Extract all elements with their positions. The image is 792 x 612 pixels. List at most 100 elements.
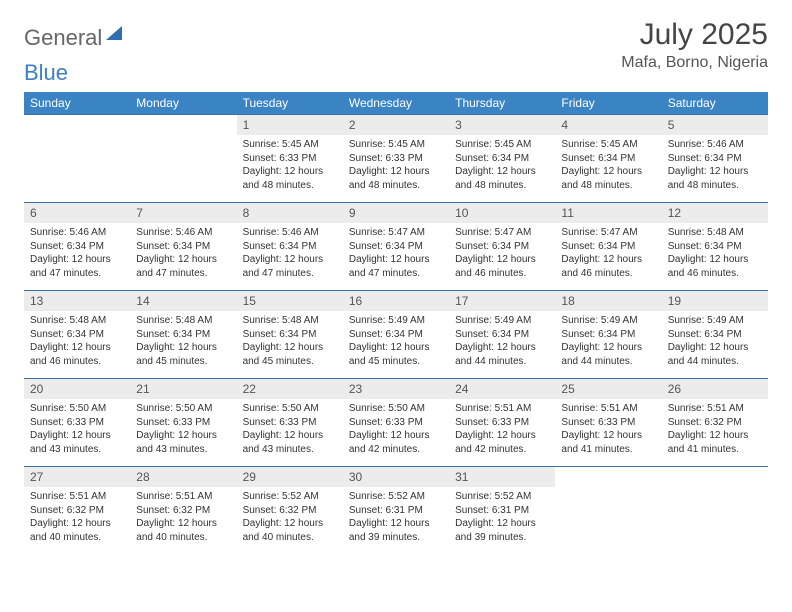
day-details: Sunrise: 5:48 AMSunset: 6:34 PMDaylight:… [237,311,343,372]
day-cell: 5Sunrise: 5:46 AMSunset: 6:34 PMDaylight… [662,115,768,203]
location: Mafa, Borno, Nigeria [621,54,768,72]
day-number: 21 [130,379,236,399]
dayname-friday: Friday [555,92,661,115]
day-number: 19 [662,291,768,311]
day-cell: 24Sunrise: 5:51 AMSunset: 6:33 PMDayligh… [449,379,555,467]
day-details: Sunrise: 5:51 AMSunset: 6:32 PMDaylight:… [662,399,768,460]
day-cell: 26Sunrise: 5:51 AMSunset: 6:32 PMDayligh… [662,379,768,467]
calendar-head: SundayMondayTuesdayWednesdayThursdayFrid… [24,92,768,115]
day-cell: 31Sunrise: 5:52 AMSunset: 6:31 PMDayligh… [449,467,555,555]
logo: General [24,18,124,52]
day-cell: 12Sunrise: 5:48 AMSunset: 6:34 PMDayligh… [662,203,768,291]
day-cell: 2Sunrise: 5:45 AMSunset: 6:33 PMDaylight… [343,115,449,203]
day-details: Sunrise: 5:51 AMSunset: 6:32 PMDaylight:… [24,487,130,548]
day-details: Sunrise: 5:52 AMSunset: 6:32 PMDaylight:… [237,487,343,548]
logo-text-1: General [24,25,102,51]
day-number: 11 [555,203,661,223]
day-details: Sunrise: 5:46 AMSunset: 6:34 PMDaylight:… [237,223,343,284]
day-cell: 28Sunrise: 5:51 AMSunset: 6:32 PMDayligh… [130,467,236,555]
day-number: 3 [449,115,555,135]
day-details: Sunrise: 5:50 AMSunset: 6:33 PMDaylight:… [130,399,236,460]
day-number: 30 [343,467,449,487]
day-number: 22 [237,379,343,399]
day-details: Sunrise: 5:51 AMSunset: 6:33 PMDaylight:… [449,399,555,460]
day-number: 20 [24,379,130,399]
day-details: Sunrise: 5:51 AMSunset: 6:32 PMDaylight:… [130,487,236,548]
day-cell: 13Sunrise: 5:48 AMSunset: 6:34 PMDayligh… [24,291,130,379]
day-number: 9 [343,203,449,223]
day-number: 26 [662,379,768,399]
calendar-row: 1Sunrise: 5:45 AMSunset: 6:33 PMDaylight… [24,115,768,203]
day-details: Sunrise: 5:45 AMSunset: 6:33 PMDaylight:… [343,135,449,196]
day-number: 15 [237,291,343,311]
day-cell: 20Sunrise: 5:50 AMSunset: 6:33 PMDayligh… [24,379,130,467]
day-number: 17 [449,291,555,311]
day-cell: 25Sunrise: 5:51 AMSunset: 6:33 PMDayligh… [555,379,661,467]
day-details: Sunrise: 5:49 AMSunset: 6:34 PMDaylight:… [449,311,555,372]
day-number: 4 [555,115,661,135]
empty-cell [24,115,130,203]
day-cell: 14Sunrise: 5:48 AMSunset: 6:34 PMDayligh… [130,291,236,379]
day-number: 18 [555,291,661,311]
day-cell: 17Sunrise: 5:49 AMSunset: 6:34 PMDayligh… [449,291,555,379]
day-details: Sunrise: 5:46 AMSunset: 6:34 PMDaylight:… [24,223,130,284]
empty-cell [130,115,236,203]
day-details: Sunrise: 5:47 AMSunset: 6:34 PMDaylight:… [449,223,555,284]
logo-text-2: Blue [24,60,68,86]
day-number: 23 [343,379,449,399]
day-cell: 7Sunrise: 5:46 AMSunset: 6:34 PMDaylight… [130,203,236,291]
day-number: 12 [662,203,768,223]
day-number: 13 [24,291,130,311]
day-details: Sunrise: 5:50 AMSunset: 6:33 PMDaylight:… [24,399,130,460]
calendar-row: 13Sunrise: 5:48 AMSunset: 6:34 PMDayligh… [24,291,768,379]
day-details: Sunrise: 5:48 AMSunset: 6:34 PMDaylight:… [662,223,768,284]
day-details: Sunrise: 5:45 AMSunset: 6:34 PMDaylight:… [555,135,661,196]
calendar-row: 27Sunrise: 5:51 AMSunset: 6:32 PMDayligh… [24,467,768,555]
day-details: Sunrise: 5:52 AMSunset: 6:31 PMDaylight:… [343,487,449,548]
day-details: Sunrise: 5:48 AMSunset: 6:34 PMDaylight:… [130,311,236,372]
day-cell: 23Sunrise: 5:50 AMSunset: 6:33 PMDayligh… [343,379,449,467]
day-cell: 9Sunrise: 5:47 AMSunset: 6:34 PMDaylight… [343,203,449,291]
day-cell: 21Sunrise: 5:50 AMSunset: 6:33 PMDayligh… [130,379,236,467]
calendar-row: 20Sunrise: 5:50 AMSunset: 6:33 PMDayligh… [24,379,768,467]
day-number: 28 [130,467,236,487]
day-details: Sunrise: 5:52 AMSunset: 6:31 PMDaylight:… [449,487,555,548]
day-number: 24 [449,379,555,399]
dayname-monday: Monday [130,92,236,115]
month-title: July 2025 [621,18,768,52]
day-details: Sunrise: 5:49 AMSunset: 6:34 PMDaylight:… [662,311,768,372]
day-details: Sunrise: 5:46 AMSunset: 6:34 PMDaylight:… [662,135,768,196]
day-cell: 27Sunrise: 5:51 AMSunset: 6:32 PMDayligh… [24,467,130,555]
day-number: 14 [130,291,236,311]
day-number: 1 [237,115,343,135]
day-cell: 30Sunrise: 5:52 AMSunset: 6:31 PMDayligh… [343,467,449,555]
calendar-table: SundayMondayTuesdayWednesdayThursdayFrid… [24,92,768,555]
dayname-saturday: Saturday [662,92,768,115]
day-number: 16 [343,291,449,311]
day-cell: 4Sunrise: 5:45 AMSunset: 6:34 PMDaylight… [555,115,661,203]
day-cell: 29Sunrise: 5:52 AMSunset: 6:32 PMDayligh… [237,467,343,555]
day-details: Sunrise: 5:49 AMSunset: 6:34 PMDaylight:… [343,311,449,372]
day-number: 31 [449,467,555,487]
day-details: Sunrise: 5:51 AMSunset: 6:33 PMDaylight:… [555,399,661,460]
day-details: Sunrise: 5:46 AMSunset: 6:34 PMDaylight:… [130,223,236,284]
day-cell: 18Sunrise: 5:49 AMSunset: 6:34 PMDayligh… [555,291,661,379]
day-number: 5 [662,115,768,135]
day-number: 8 [237,203,343,223]
title-block: July 2025 Mafa, Borno, Nigeria [621,18,768,72]
day-cell: 3Sunrise: 5:45 AMSunset: 6:34 PMDaylight… [449,115,555,203]
day-cell: 11Sunrise: 5:47 AMSunset: 6:34 PMDayligh… [555,203,661,291]
day-cell: 10Sunrise: 5:47 AMSunset: 6:34 PMDayligh… [449,203,555,291]
day-cell: 6Sunrise: 5:46 AMSunset: 6:34 PMDaylight… [24,203,130,291]
dayname-sunday: Sunday [24,92,130,115]
day-details: Sunrise: 5:50 AMSunset: 6:33 PMDaylight:… [237,399,343,460]
day-cell: 8Sunrise: 5:46 AMSunset: 6:34 PMDaylight… [237,203,343,291]
calendar-body: 1Sunrise: 5:45 AMSunset: 6:33 PMDaylight… [24,115,768,555]
calendar-row: 6Sunrise: 5:46 AMSunset: 6:34 PMDaylight… [24,203,768,291]
empty-cell [662,467,768,555]
day-details: Sunrise: 5:47 AMSunset: 6:34 PMDaylight:… [555,223,661,284]
day-details: Sunrise: 5:50 AMSunset: 6:33 PMDaylight:… [343,399,449,460]
day-number: 2 [343,115,449,135]
dayname-wednesday: Wednesday [343,92,449,115]
day-number: 10 [449,203,555,223]
